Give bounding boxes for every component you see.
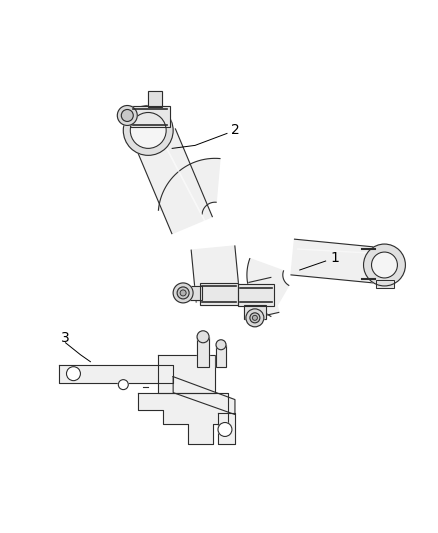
Bar bbox=[238, 284, 274, 306]
Polygon shape bbox=[173, 377, 235, 415]
Bar bbox=[238, 284, 274, 306]
Bar bbox=[200, 283, 238, 305]
Circle shape bbox=[216, 340, 226, 350]
Circle shape bbox=[67, 367, 81, 381]
Circle shape bbox=[252, 316, 258, 320]
Circle shape bbox=[246, 309, 264, 327]
Polygon shape bbox=[218, 413, 235, 445]
Polygon shape bbox=[249, 277, 279, 317]
Bar bbox=[197, 337, 209, 367]
Bar bbox=[216, 345, 226, 367]
Bar bbox=[377, 280, 395, 288]
Circle shape bbox=[118, 379, 128, 390]
Polygon shape bbox=[159, 158, 220, 214]
Bar bbox=[200, 283, 238, 305]
Polygon shape bbox=[59, 365, 173, 383]
Circle shape bbox=[371, 252, 397, 278]
Bar bbox=[197, 337, 209, 367]
Bar bbox=[244, 305, 266, 319]
Circle shape bbox=[121, 109, 133, 122]
Circle shape bbox=[250, 313, 260, 323]
Bar bbox=[148, 91, 162, 107]
Polygon shape bbox=[291, 239, 376, 283]
Circle shape bbox=[117, 106, 137, 125]
Bar bbox=[186, 286, 202, 300]
Polygon shape bbox=[247, 259, 289, 317]
Polygon shape bbox=[135, 129, 212, 233]
Bar bbox=[130, 106, 170, 127]
Circle shape bbox=[177, 287, 189, 299]
Text: 1: 1 bbox=[330, 251, 339, 265]
Circle shape bbox=[173, 283, 193, 303]
Bar bbox=[244, 305, 266, 319]
Circle shape bbox=[218, 423, 232, 437]
Polygon shape bbox=[138, 393, 228, 445]
Bar bbox=[377, 280, 395, 288]
Bar bbox=[130, 106, 170, 127]
Text: 3: 3 bbox=[61, 331, 70, 345]
Circle shape bbox=[364, 244, 406, 286]
Circle shape bbox=[124, 106, 173, 155]
Bar bbox=[148, 91, 162, 107]
Polygon shape bbox=[158, 355, 215, 393]
Text: 2: 2 bbox=[230, 124, 239, 138]
Circle shape bbox=[180, 290, 186, 296]
Bar bbox=[216, 345, 226, 367]
Circle shape bbox=[197, 331, 209, 343]
Circle shape bbox=[130, 112, 166, 148]
Bar bbox=[186, 286, 202, 300]
Polygon shape bbox=[191, 246, 240, 302]
